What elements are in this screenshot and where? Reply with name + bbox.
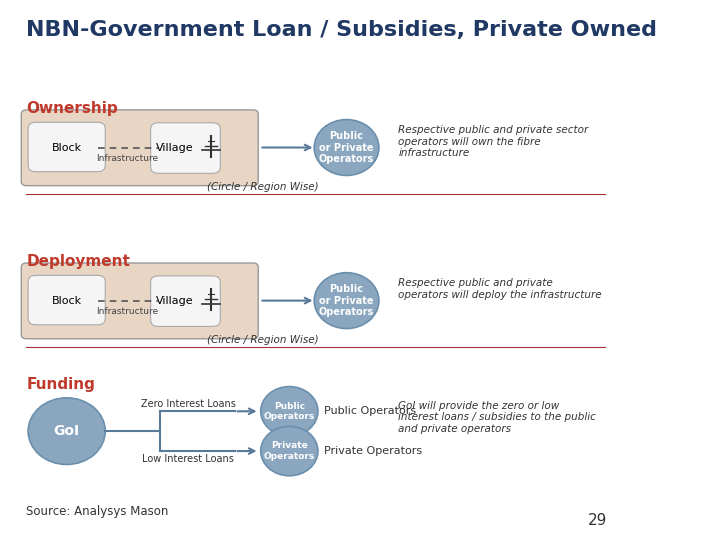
Text: NBN-Government Loan / Subsidies, Private Owned: NBN-Government Loan / Subsidies, Private…	[26, 20, 657, 40]
Circle shape	[314, 273, 379, 328]
Text: Village: Village	[156, 295, 193, 306]
Text: Private Operators: Private Operators	[323, 446, 422, 456]
FancyBboxPatch shape	[22, 263, 258, 339]
Text: GoI: GoI	[53, 424, 80, 438]
Text: Village: Village	[156, 143, 193, 152]
Text: Funding: Funding	[26, 377, 95, 393]
Text: GoI will provide the zero or low
interest loans / subsidies to the public
and pr: GoI will provide the zero or low interes…	[398, 401, 596, 434]
FancyBboxPatch shape	[28, 122, 105, 172]
Text: Public
Operators: Public Operators	[264, 402, 315, 421]
Text: Ownership: Ownership	[26, 101, 118, 116]
Text: Respective public and private
operators will deploy the infrastructure: Respective public and private operators …	[398, 278, 602, 300]
Text: Public
or Private
Operators: Public or Private Operators	[319, 284, 374, 317]
Text: Respective public and private sector
operators will own the fibre
infrastructure: Respective public and private sector ope…	[398, 125, 588, 158]
Text: Low Interest Loans: Low Interest Loans	[142, 454, 234, 464]
Circle shape	[261, 427, 318, 476]
Circle shape	[261, 387, 318, 436]
Text: Private
Operators: Private Operators	[264, 441, 315, 461]
Text: (Circle / Region Wise): (Circle / Region Wise)	[207, 182, 318, 192]
FancyBboxPatch shape	[150, 123, 220, 173]
FancyBboxPatch shape	[22, 110, 258, 186]
Circle shape	[28, 398, 105, 464]
Text: Block: Block	[52, 143, 82, 152]
Text: Block: Block	[52, 295, 82, 306]
FancyBboxPatch shape	[28, 275, 105, 325]
Text: 29: 29	[588, 513, 608, 528]
FancyBboxPatch shape	[150, 276, 220, 326]
Text: Public
or Private
Operators: Public or Private Operators	[319, 131, 374, 164]
Text: Public Operators: Public Operators	[323, 406, 415, 416]
Text: Zero Interest Loans: Zero Interest Loans	[140, 399, 235, 409]
Circle shape	[314, 119, 379, 176]
Text: Source: Analysys Mason: Source: Analysys Mason	[26, 505, 168, 518]
Text: Deployment: Deployment	[26, 254, 130, 269]
Text: Infrastructure: Infrastructure	[96, 307, 158, 316]
Text: (Circle / Region Wise): (Circle / Region Wise)	[207, 335, 318, 345]
Text: Infrastructure: Infrastructure	[96, 154, 158, 163]
